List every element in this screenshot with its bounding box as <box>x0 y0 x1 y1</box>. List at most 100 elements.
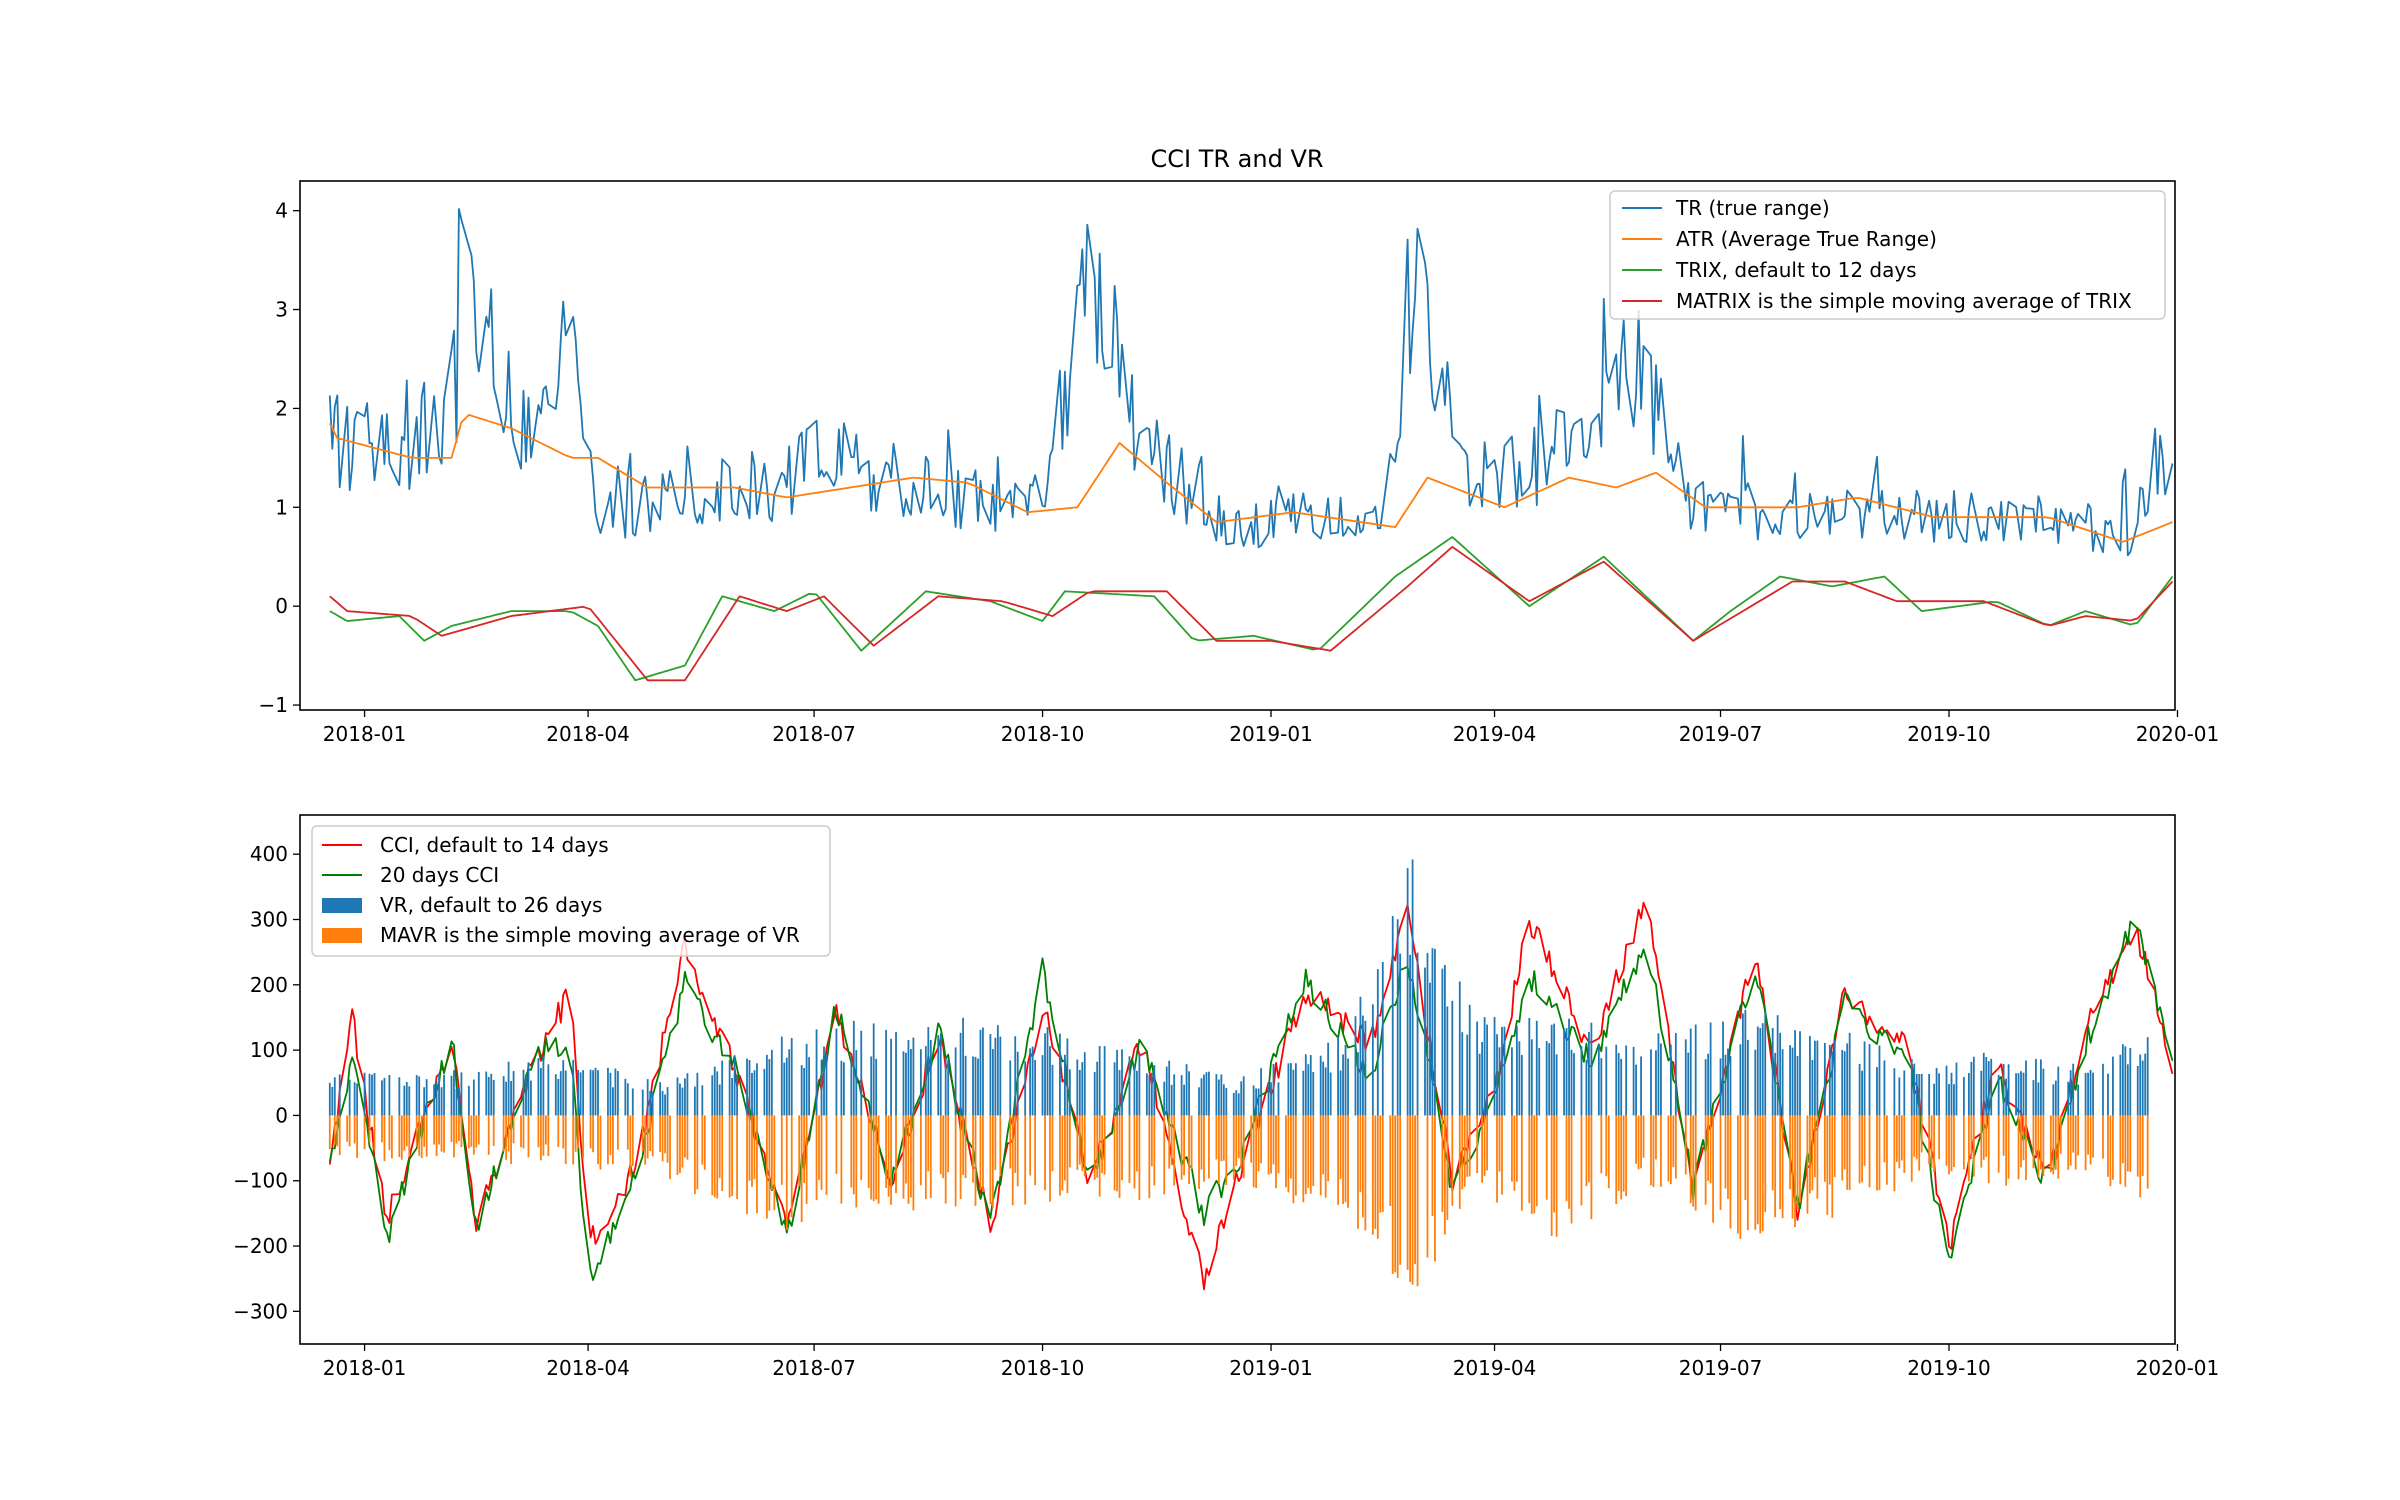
bar-mavr <box>860 1115 863 1181</box>
bar-mavr <box>1250 1115 1253 1163</box>
bar-vr <box>2017 1073 2020 1116</box>
bar-mavr <box>1220 1115 1223 1162</box>
bar-mavr <box>659 1115 661 1153</box>
bar-mavr <box>1938 1115 1940 1160</box>
bar-vr <box>2069 1070 2072 1116</box>
bar-vr <box>616 1070 619 1116</box>
bar-mavr <box>415 1115 418 1147</box>
bar-vr <box>1215 1074 1218 1116</box>
bar-vr <box>505 1081 508 1116</box>
bar-vr <box>842 1062 845 1116</box>
bar-vr <box>2022 1072 2025 1116</box>
bar-vr <box>1024 1061 1027 1116</box>
bar-vr <box>1918 1073 1921 1116</box>
bar-mavr <box>582 1115 585 1159</box>
bar-mavr <box>1771 1115 1774 1191</box>
bar-vr <box>1841 1049 1844 1116</box>
bar-vr <box>1910 1059 1913 1116</box>
bar-vr <box>455 1088 458 1116</box>
bar-vr <box>2025 1060 2027 1116</box>
bar-vr <box>592 1070 594 1116</box>
bar-mavr <box>2077 1115 2080 1156</box>
bar-vr <box>1935 1067 1938 1116</box>
bar-mavr <box>1217 1115 1220 1184</box>
bar-vr <box>450 1075 453 1116</box>
bar-vr <box>746 1058 748 1116</box>
bar-mavr <box>994 1115 997 1171</box>
bar-mavr <box>765 1115 768 1219</box>
bar-vr <box>840 1060 843 1116</box>
bar-vr <box>435 1081 438 1116</box>
bar-mavr <box>1553 1115 1556 1213</box>
bar-vr <box>2042 1068 2045 1116</box>
bar-vr <box>1235 1090 1238 1116</box>
bar-mavr <box>1443 1115 1446 1235</box>
bar-mavr <box>731 1115 734 1197</box>
bar-mavr <box>1294 1115 1297 1196</box>
bar-vr <box>1615 1044 1618 1116</box>
bar-mavr <box>388 1115 391 1151</box>
top-legend: TR (true range) ATR (Average True Range)… <box>1609 190 2166 320</box>
bar-vr <box>363 1072 366 1116</box>
bar-mavr <box>2139 1115 2142 1198</box>
bar-mavr <box>1098 1115 1101 1197</box>
bar-vr <box>472 1079 475 1116</box>
bar-mavr <box>1016 1115 1019 1187</box>
bar-mavr <box>1568 1115 1570 1209</box>
bar-mavr <box>612 1115 614 1165</box>
bar-vr <box>477 1071 480 1116</box>
bar-vr <box>1429 982 1431 1116</box>
bar-mavr <box>1068 1115 1071 1168</box>
bar-vr <box>1466 1034 1469 1116</box>
bar-vr <box>1478 1053 1481 1116</box>
bar-mavr <box>713 1115 716 1198</box>
bar-vr <box>1118 1070 1121 1116</box>
bar-mavr <box>1376 1115 1379 1239</box>
bar-vr <box>1128 1056 1131 1116</box>
bar-vr <box>681 1087 684 1116</box>
bar-mavr <box>770 1115 773 1190</box>
bar-vr <box>1287 1063 1290 1116</box>
bar-mavr <box>609 1115 612 1156</box>
bar-vr <box>1794 1030 1796 1116</box>
bar-mavr <box>803 1115 806 1183</box>
bar-mavr <box>1637 1115 1640 1170</box>
bar-vr <box>1920 1073 1923 1116</box>
bar-mavr <box>368 1115 371 1143</box>
bar-vr <box>388 1074 391 1116</box>
bar-mavr <box>1103 1115 1106 1175</box>
bar-mavr <box>1406 1115 1409 1270</box>
bar-mavr <box>1431 1115 1434 1216</box>
bar-vr <box>646 1079 649 1116</box>
bar-mavr <box>751 1115 753 1187</box>
bar-mavr <box>629 1115 632 1177</box>
bar-vr <box>641 1089 644 1116</box>
bar-vr <box>1049 1046 1051 1116</box>
bar-vr <box>1381 962 1384 1116</box>
bar-vr <box>1791 1047 1794 1116</box>
bar-vr <box>1242 1076 1245 1116</box>
bar-vr <box>659 1082 661 1116</box>
bar-vr <box>2057 1066 2060 1116</box>
bar-mavr <box>520 1115 522 1148</box>
bar-vr <box>1640 1056 1642 1116</box>
bar-mavr <box>1667 1115 1670 1182</box>
bar-mavr <box>1252 1115 1255 1188</box>
bar-vr <box>1967 1072 1970 1116</box>
bar-mavr <box>954 1115 957 1207</box>
bar-mavr <box>1113 1115 1116 1191</box>
bar-mavr <box>746 1115 748 1215</box>
bar-vr <box>1289 1063 1292 1116</box>
bar-vr <box>780 1036 783 1116</box>
bar-vr <box>753 1070 756 1116</box>
bar-mavr <box>1446 1115 1449 1220</box>
bar-mavr <box>999 1115 1002 1177</box>
bar-mavr <box>1920 1115 1923 1153</box>
bar-mavr <box>684 1115 686 1158</box>
bar-mavr <box>336 1115 339 1147</box>
legend-label-trix: TRIX, default to 12 days <box>1675 258 1917 282</box>
bar-mavr <box>420 1115 423 1159</box>
bar-vr <box>1319 1055 1322 1116</box>
bar-vr <box>872 1023 875 1116</box>
bar-mavr <box>1275 1115 1277 1189</box>
